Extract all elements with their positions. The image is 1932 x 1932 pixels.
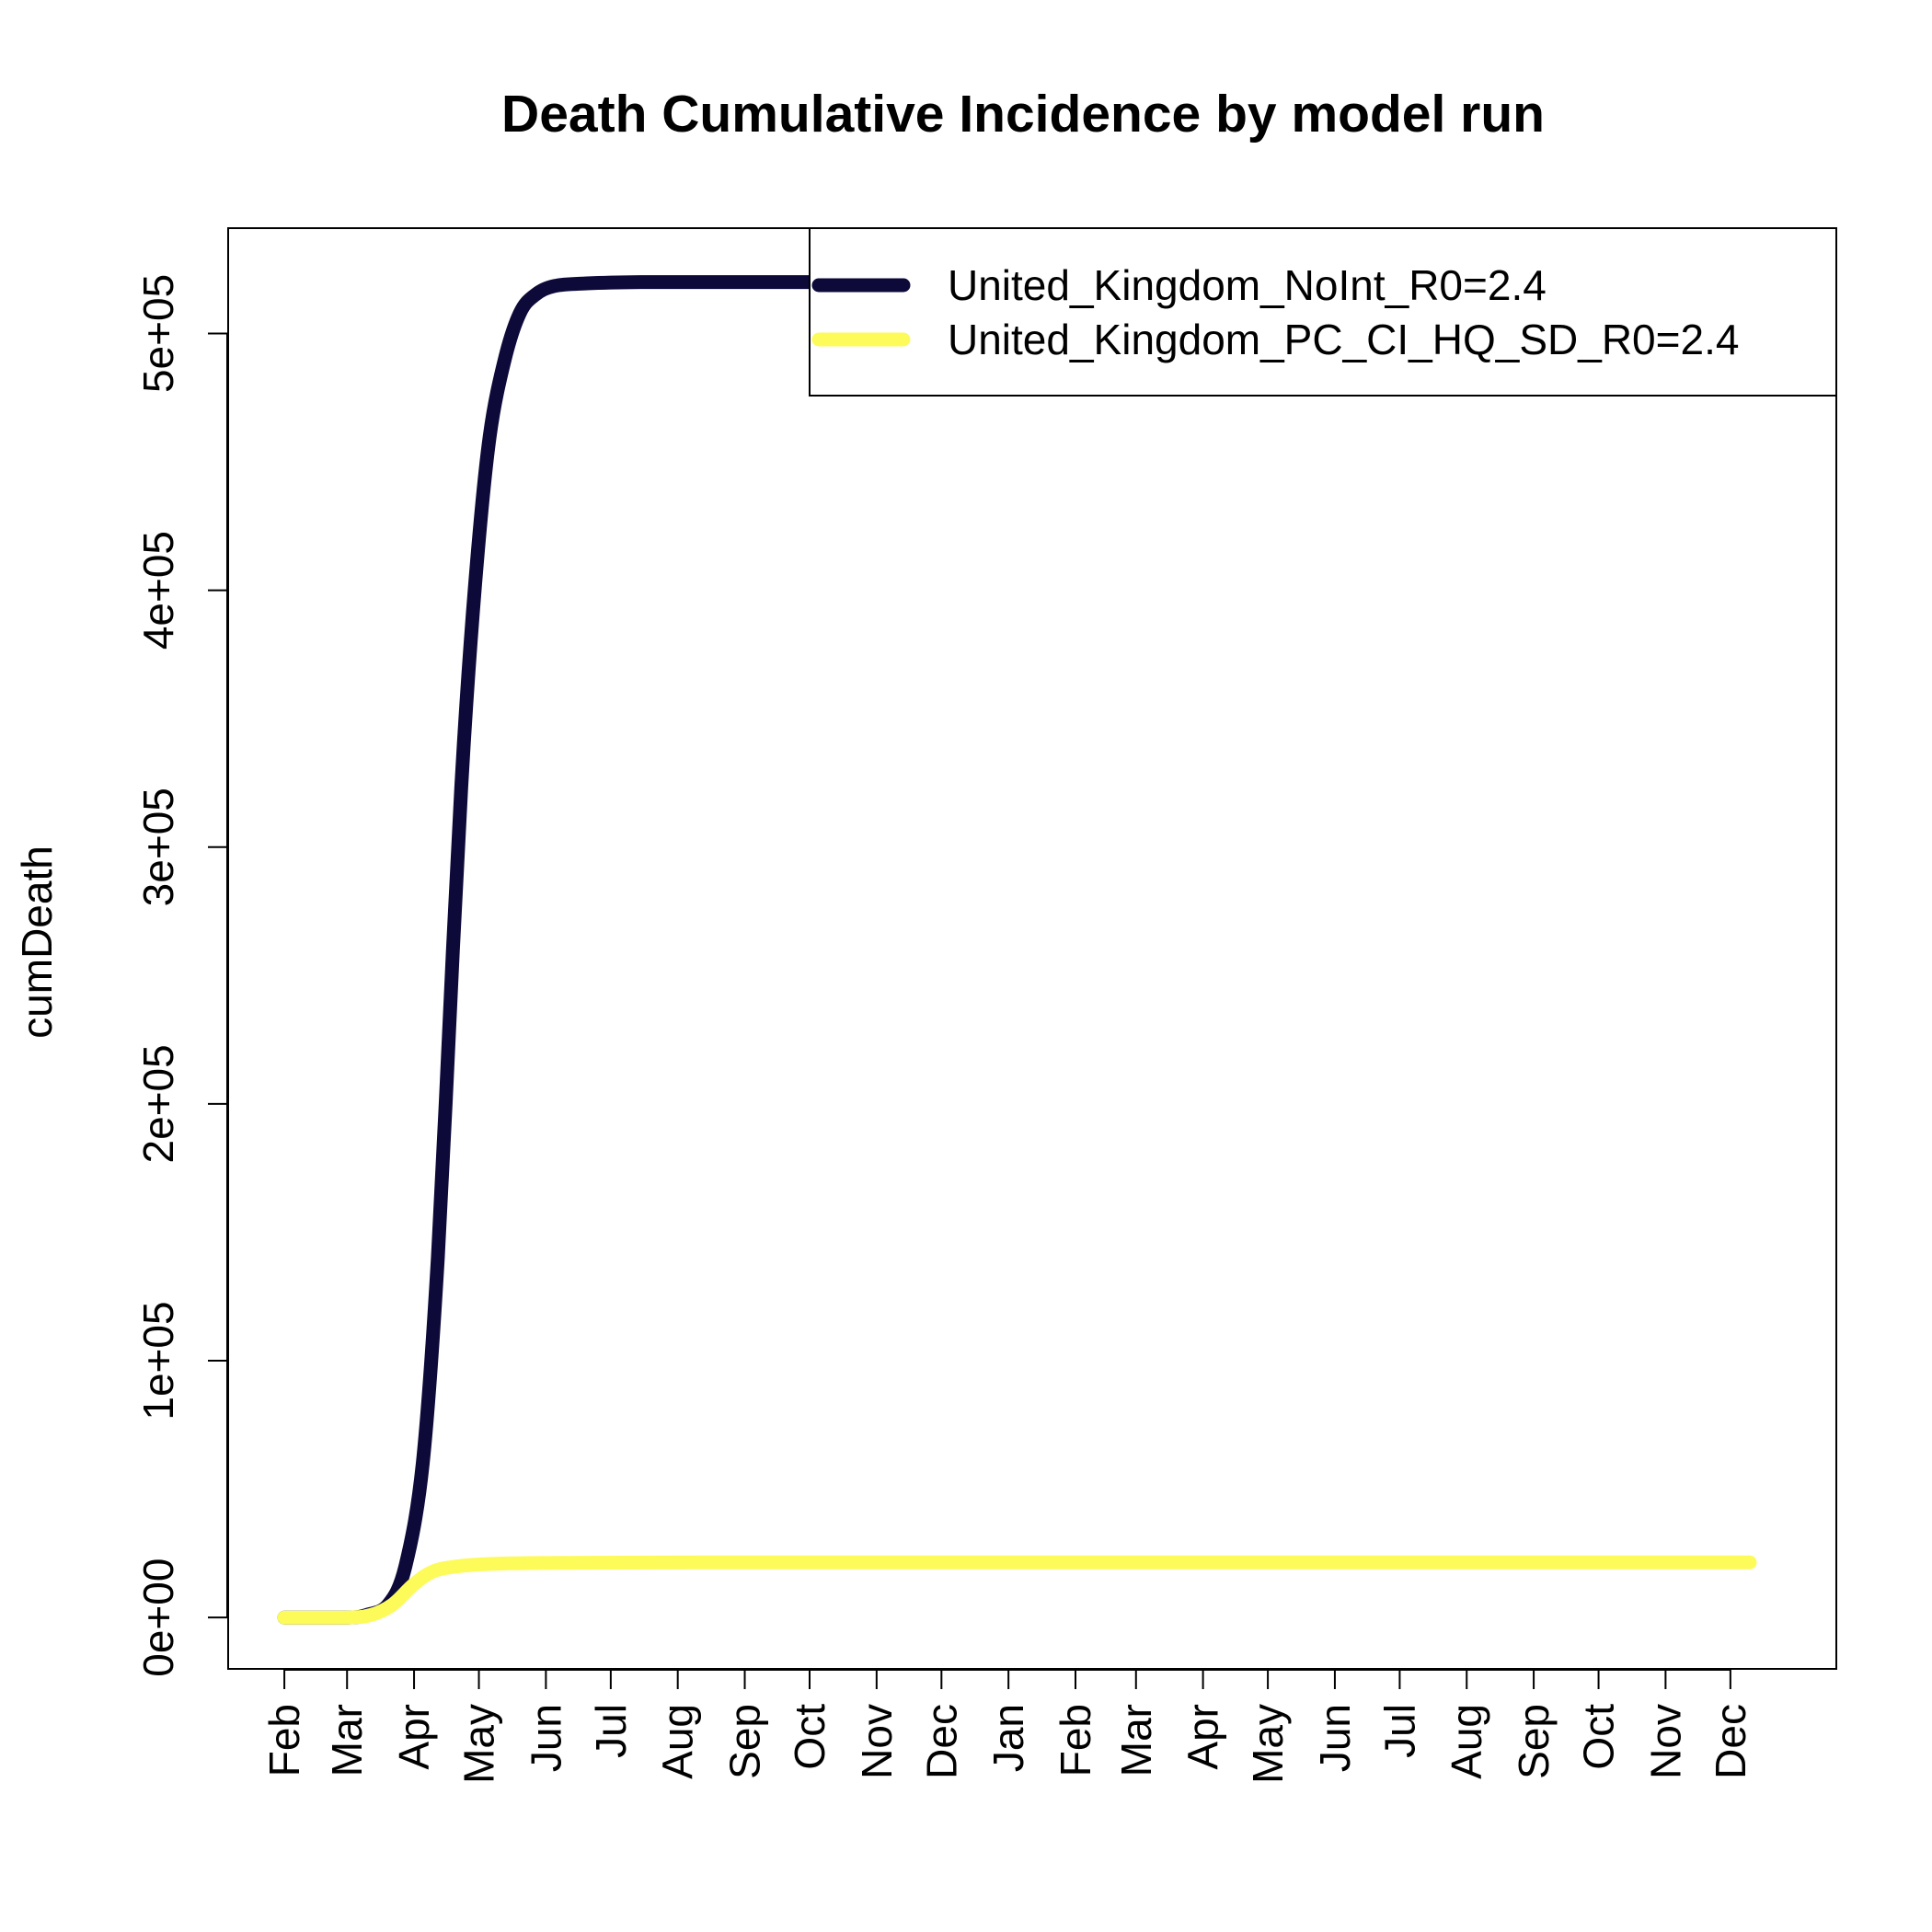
chart-title: Death Cumulative Incidence by model run [501,85,1545,144]
x-tick-label: Nov [1641,1704,1689,1779]
y-axis: 0e+00 1e+05 2e+05 3e+05 4e+05 5e+05 [134,274,228,1677]
x-tick-label: Feb [1052,1704,1099,1777]
x-tick-label: Jun [522,1704,569,1772]
y-tick-label: 2e+05 [134,1044,182,1163]
y-tick-label: 3e+05 [134,788,182,906]
x-tick-label: Mar [1112,1704,1160,1777]
y-tick-label: 1e+05 [134,1301,182,1420]
x-tick-label: Feb [260,1704,308,1777]
x-tick-label: Nov [853,1704,901,1779]
x-tick-label: Apr [1179,1704,1227,1770]
legend: United_Kingdom_NoInt_R0=2.4 United_Kingdo… [809,227,1837,397]
legend-box [809,227,1837,397]
y-tick-label: 0e+00 [134,1558,182,1677]
x-tick-label: Sep [1510,1704,1558,1779]
x-tick-label: Oct [1575,1704,1623,1770]
x-tick-label: Oct [786,1704,834,1770]
x-tick-label: Dec [1707,1704,1754,1779]
y-tick-label: 4e+05 [134,531,182,650]
x-tick-label: Apr [390,1704,438,1770]
x-tick-label: Aug [654,1704,702,1779]
legend-label: United_Kingdom_NoInt_R0=2.4 [948,261,1547,309]
x-tick-label: Jul [1375,1704,1423,1758]
x-tick-label: Jun [1311,1704,1359,1772]
series-layer [277,275,1757,1625]
y-axis-label: cumDeath [13,845,61,1039]
series-line-2 [277,1555,1757,1625]
legend-label: United_Kingdom_PC_CI_HQ_SD_R0=2.4 [948,316,1739,363]
series-line-1 [277,275,825,1625]
x-tick-label: Mar [323,1704,371,1777]
x-tick-label: Jan [984,1704,1032,1772]
x-tick-label: May [455,1704,503,1784]
x-tick-label: Aug [1443,1704,1490,1779]
x-tick-label: Sep [721,1704,769,1779]
x-tick-label: May [1244,1704,1292,1784]
y-tick-label: 5e+05 [134,274,182,393]
x-tick-label: Jul [587,1704,635,1758]
x-tick-label: Dec [917,1704,965,1779]
